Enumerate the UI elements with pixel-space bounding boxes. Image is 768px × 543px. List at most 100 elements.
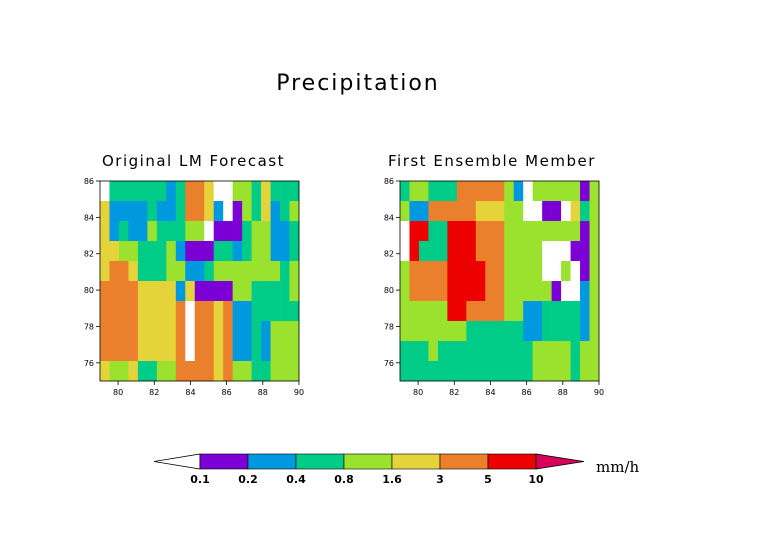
heatmap-cell [523, 181, 533, 202]
heatmap-cell [475, 301, 486, 322]
heatmap-cell [213, 181, 224, 202]
heatmap-cell [513, 221, 524, 242]
heatmap-cell [118, 181, 129, 202]
heatmap-cell [551, 321, 562, 342]
heatmap-cell [589, 221, 600, 242]
heatmap-cell [175, 321, 186, 342]
heatmap-cell [428, 301, 439, 322]
colorbar-segment [199, 453, 249, 470]
heatmap-cell [485, 341, 496, 362]
heatmap-cell [194, 361, 205, 382]
heatmap-cell [175, 181, 186, 202]
heatmap-cell [428, 241, 439, 262]
heatmap-cell [580, 201, 590, 222]
heatmap-cell [100, 361, 110, 382]
heatmap-cell [185, 321, 196, 342]
heatmap-cell [137, 181, 148, 202]
heatmap-cell [409, 361, 420, 382]
heatmap-cell [185, 221, 196, 242]
heatmap-cell [513, 241, 524, 262]
heatmap-cell [204, 301, 215, 322]
figure-title: Precipitation [276, 71, 440, 96]
x-tick-label: 86 [522, 388, 532, 397]
heatmap-cell [428, 181, 439, 202]
heatmap-cell [270, 201, 281, 222]
heatmap-cell [447, 261, 458, 282]
colorbar-label: 1.6 [382, 473, 402, 486]
heatmap-cell [270, 361, 281, 382]
heatmap-cell [513, 201, 524, 222]
heatmap-cell [589, 301, 600, 322]
heatmap-cell [418, 301, 429, 322]
heatmap-cell [280, 321, 290, 342]
heatmap-cell [118, 221, 129, 242]
heatmap-cell [137, 281, 148, 302]
heatmap-cell [523, 221, 533, 242]
heatmap-cell [137, 361, 148, 382]
heatmap-cell [128, 221, 139, 242]
heatmap-cell [147, 221, 158, 242]
heatmap-cell [570, 321, 581, 342]
heatmap-cell [166, 181, 177, 202]
x-axis: 80 82 84 86 88 90 [413, 381, 604, 397]
heatmap-cell [118, 261, 129, 282]
heatmap-cell [542, 341, 552, 362]
heatmap-cell [166, 361, 177, 382]
heatmap-cell [289, 341, 300, 362]
heatmap-cell [437, 201, 448, 222]
heatmap-cell [251, 221, 262, 242]
heatmap-cell [542, 181, 552, 202]
heatmap-cell [466, 221, 477, 242]
heatmap-cell [561, 201, 571, 222]
heatmap-cell [261, 361, 271, 382]
heatmap-cell [570, 341, 581, 362]
heatmap-cell [137, 301, 148, 322]
heatmap-cell [147, 341, 158, 362]
heatmap-cell [589, 241, 600, 262]
heatmap-cell [270, 261, 281, 282]
heatmap-cell [194, 221, 205, 242]
heatmap-cell [494, 321, 505, 342]
heatmap-cell [570, 221, 581, 242]
heatmap-cell [542, 221, 552, 242]
heatmap-cell [542, 361, 552, 382]
heatmap-cell [261, 341, 271, 362]
heatmap-cell [580, 241, 590, 262]
heatmap-cell [204, 321, 215, 342]
heatmap-cell [280, 241, 290, 262]
heatmap-cell [485, 201, 496, 222]
heatmap-cell [289, 201, 300, 222]
heatmap-cell [428, 261, 439, 282]
heatmap-cell [437, 261, 448, 282]
heatmap-cell [551, 241, 562, 262]
heatmap-cell [175, 341, 186, 362]
heatmap-cell [494, 201, 505, 222]
heatmap-cell [418, 281, 429, 302]
heatmap-cell [542, 281, 552, 302]
heatmap-cell [289, 281, 300, 302]
heatmap-cell [589, 281, 600, 302]
heatmap-cell [447, 301, 458, 322]
y-tick-label: 86 [384, 177, 394, 186]
heatmap-cell [109, 281, 120, 302]
heatmap-cell [232, 361, 243, 382]
heatmap-cell [580, 301, 590, 322]
heatmap-cell [400, 221, 410, 242]
heatmap-cell [280, 301, 290, 322]
heatmap-cell [166, 201, 177, 222]
heatmap-cell [504, 361, 515, 382]
heatmap-cell [456, 201, 467, 222]
heatmap-cell [532, 181, 543, 202]
heatmap-cell [504, 261, 515, 282]
heatmap-cell [437, 341, 448, 362]
heatmap-cell [156, 341, 167, 362]
heatmap-cell [118, 241, 129, 262]
heatmap-cell [418, 341, 429, 362]
heatmap-cell [561, 281, 571, 302]
heatmap-cell [570, 201, 581, 222]
heatmap-cell [485, 221, 496, 242]
heatmap-cell [589, 361, 600, 382]
heatmap-cell [118, 201, 129, 222]
colorbar: 0.1 0.2 0.4 0.8 1.6 3 5 10 [153, 453, 585, 486]
heatmap-cell [551, 181, 562, 202]
